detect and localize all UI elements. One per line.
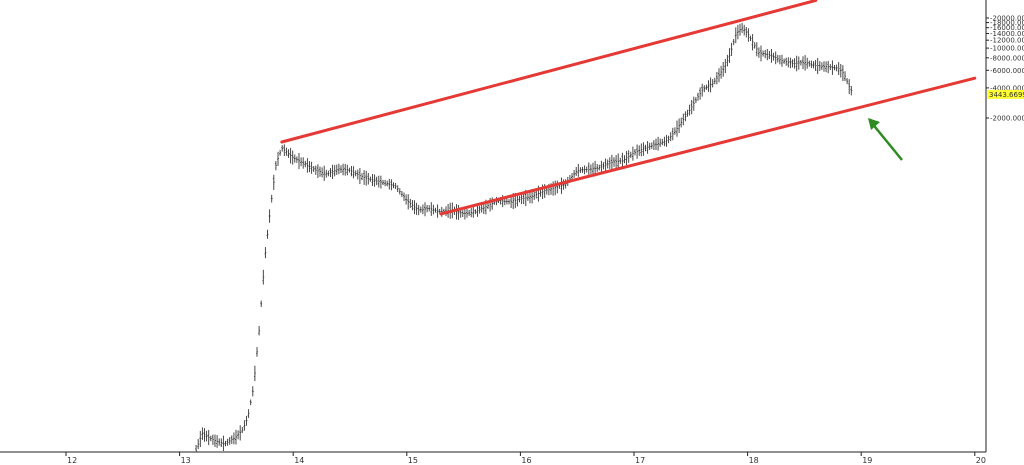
channel-lower-line xyxy=(439,76,977,216)
plot-area xyxy=(195,22,853,452)
x-axis: 12 13 14 15 16 17 18 19 20 xyxy=(0,451,986,465)
annotations xyxy=(280,0,977,216)
arrow-head xyxy=(868,118,880,130)
y-tick-label: -2000.0000 xyxy=(990,115,1024,123)
y-tick-label: -6000.0000 xyxy=(990,67,1024,75)
x-tick-label: 13 xyxy=(181,456,191,465)
x-tick-label: 15 xyxy=(408,456,418,465)
x-tick-label: 17 xyxy=(635,456,645,465)
x-tick-label: 16 xyxy=(521,456,531,465)
arrow-shaft xyxy=(870,121,903,161)
y-tick-label: -10000.0000 xyxy=(990,45,1024,53)
y-axis: -20000.0000-18000.0000-16000.0000-14000.… xyxy=(985,0,1024,452)
y-tick-label: -18000.0000 xyxy=(990,19,1024,27)
y-tick-label: -20000.0000 xyxy=(990,15,1024,23)
x-tick-label: 14 xyxy=(294,456,304,465)
y-tick-label: -12000.0000 xyxy=(990,37,1024,45)
y-tick-label: -4000.0000 xyxy=(990,84,1024,92)
y-tick-label: -8000.0000 xyxy=(990,54,1024,62)
x-tick-label: 12 xyxy=(67,456,77,465)
price-bars xyxy=(195,22,853,452)
channel-upper-line xyxy=(280,0,818,144)
last-price-highlight xyxy=(987,89,1024,99)
x-tick-label: 20 xyxy=(976,456,986,465)
x-tick-label: 19 xyxy=(862,456,872,465)
y-tick-label: -14000.0000 xyxy=(990,30,1024,38)
last-price-label: 3443.6699 xyxy=(989,91,1024,99)
x-tick-label: 18 xyxy=(749,456,759,465)
y-tick-label: -16000.0000 xyxy=(990,24,1024,32)
